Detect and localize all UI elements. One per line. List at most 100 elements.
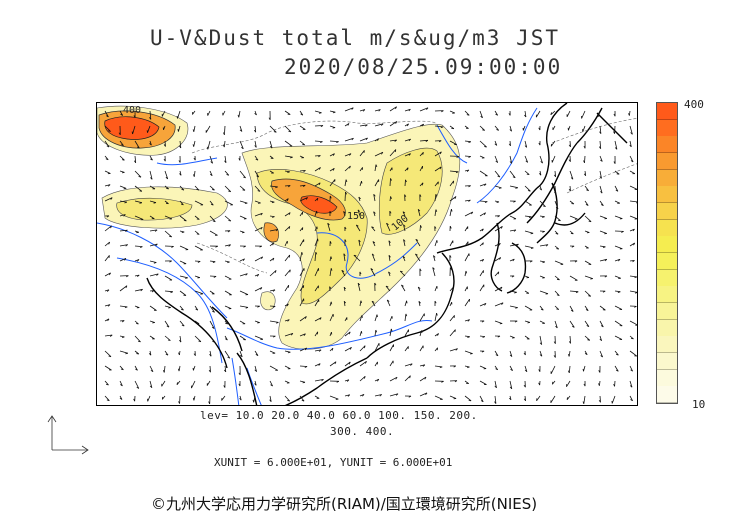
wind-vector (403, 239, 406, 247)
wind-vector (479, 170, 488, 177)
wind-vector-head (402, 211, 406, 214)
wind-vector-head (419, 268, 422, 272)
wind-vector-head (303, 170, 306, 173)
wind-vector-head (319, 112, 322, 114)
wind-vector-head (632, 228, 635, 232)
wind-vector (164, 350, 169, 356)
wind-vector-head (180, 308, 184, 311)
wind-vector (509, 335, 515, 339)
wind-vector-head (153, 202, 157, 204)
wind-vector (253, 395, 256, 403)
wind-vector (209, 320, 215, 329)
wind-vector-head (192, 144, 195, 147)
wind-vector-head (349, 347, 352, 350)
wind-vector (254, 287, 263, 292)
wind-vector-head (270, 146, 273, 149)
wind-vector-head (373, 211, 376, 214)
wind-vector (134, 215, 144, 220)
wind-vector (119, 140, 124, 146)
wind-vector (494, 380, 497, 388)
wind-vector-head (209, 354, 212, 357)
wind-vector (269, 350, 276, 354)
wind-vector-head (598, 370, 601, 373)
wind-vector (494, 395, 497, 404)
wind-vector (239, 320, 246, 325)
wind-vector (584, 185, 589, 191)
wind-vector-head (356, 224, 359, 227)
wind-vector (359, 180, 362, 187)
wind-vector-head (136, 146, 140, 149)
wind-vector-head (106, 115, 109, 118)
wind-vector (389, 344, 394, 352)
wind-vector-head (260, 213, 263, 216)
wind-vector-head (494, 143, 498, 146)
wind-vector (329, 153, 335, 157)
wind-vector-head (287, 399, 290, 402)
wind-vector (524, 110, 527, 118)
rivers (97, 107, 538, 405)
wind-vector-head (495, 160, 498, 163)
wind-vector-head (241, 232, 245, 234)
wind-vector-head (439, 166, 442, 170)
wind-vector-head (418, 301, 421, 304)
map-title: U-V&Dust total m/s&ug/m3 JST (150, 26, 561, 50)
wind-vector (582, 125, 586, 132)
wind-vector (104, 125, 111, 132)
wind-vector-head (332, 168, 335, 171)
wind-vector (224, 125, 226, 135)
wind-vector-head (260, 227, 263, 230)
wind-vector-head (196, 188, 200, 191)
wind-vector (629, 170, 636, 175)
wind-vector-head (466, 366, 470, 369)
wind-vector-head (404, 194, 407, 198)
wind-vector-head (452, 287, 454, 290)
wind-vector (119, 350, 129, 354)
wind-vector-head (289, 269, 291, 273)
wind-vector-head (424, 376, 427, 380)
wind-vector-head (512, 258, 515, 262)
wind-vector-head (332, 127, 336, 129)
wind-vector (239, 125, 243, 132)
boundaries (191, 118, 637, 274)
wind-vector-head (210, 161, 213, 164)
wind-vector (550, 140, 556, 147)
wind-vector-head (481, 320, 485, 323)
wind-vector (374, 123, 384, 127)
wind-vector (314, 167, 321, 172)
wind-vector (524, 365, 528, 372)
wind-vector (568, 350, 571, 357)
wind-vector (419, 107, 429, 112)
wind-vector (299, 285, 305, 292)
colorbar-segment (657, 236, 677, 254)
wind-vector (314, 110, 322, 114)
wind-vector (329, 268, 332, 277)
wind-vector-head (152, 322, 155, 324)
wind-vector (404, 179, 406, 187)
wind-vector (569, 140, 571, 147)
wind-vector-head (343, 253, 346, 256)
wind-vector-field (104, 106, 637, 405)
wind-vector (191, 380, 196, 389)
wind-vector-head (401, 284, 404, 287)
wind-vector (254, 212, 263, 217)
wind-vector-head (121, 336, 125, 339)
wind-vector-head (169, 260, 172, 263)
wind-vector (509, 185, 518, 189)
wind-vector-head (483, 212, 486, 216)
wind-vector (464, 140, 471, 143)
wind-vector-head (613, 113, 616, 117)
wind-vector-head (419, 194, 422, 197)
colorbar (656, 102, 678, 404)
wind-vector (149, 260, 157, 263)
wind-vector (224, 305, 232, 309)
wind-vector (194, 290, 204, 295)
wind-vector (205, 125, 211, 133)
wind-vector (149, 229, 158, 232)
wind-vector-head (261, 256, 264, 260)
wind-vector-head (318, 155, 321, 158)
wind-vector-head (514, 291, 517, 294)
wind-vector-head (570, 232, 574, 235)
wind-vector (539, 320, 545, 324)
wind-vector (254, 200, 261, 204)
wind-vector (178, 365, 181, 372)
